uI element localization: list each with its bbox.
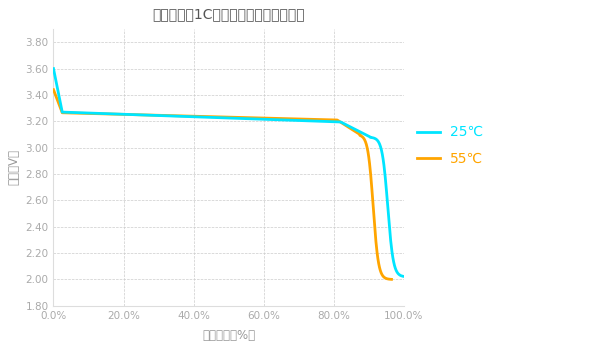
25℃: [392, 267, 399, 272]
55℃: [388, 277, 395, 281]
Line: 55℃: 55℃: [54, 90, 392, 279]
55℃: [195, 114, 202, 118]
25℃: [272, 118, 279, 122]
55℃: [368, 183, 375, 187]
55℃: [55, 102, 63, 106]
Title: 不同温度下1C倍率放电的电池容量曲线: 不同温度下1C倍率放电的电池容量曲线: [153, 7, 305, 21]
55℃: [50, 88, 57, 92]
55℃: [347, 127, 355, 131]
25℃: [400, 274, 407, 279]
25℃: [374, 138, 381, 142]
55℃: [337, 120, 344, 125]
55℃: [349, 127, 356, 132]
25℃: [393, 270, 401, 274]
25℃: [349, 126, 356, 130]
Line: 25℃: 25℃: [54, 69, 403, 276]
25℃: [50, 67, 57, 71]
X-axis label: 电池容量（%）: 电池容量（%）: [202, 329, 255, 342]
Legend: 25℃, 55℃: 25℃, 55℃: [414, 121, 486, 169]
Y-axis label: 电压（V）: 电压（V）: [7, 149, 20, 185]
25℃: [248, 117, 255, 121]
